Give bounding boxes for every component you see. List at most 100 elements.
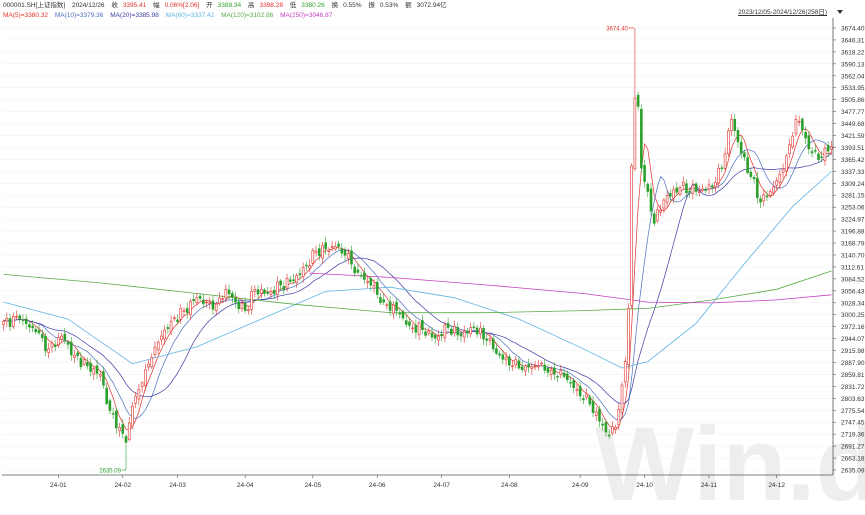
candle-body <box>433 334 437 339</box>
candle-body <box>553 367 556 375</box>
candle-body <box>717 168 720 184</box>
candle-body <box>230 293 234 298</box>
x-tick-label-6: 24-07 <box>433 482 450 489</box>
candle-body <box>437 335 440 341</box>
candle-body <box>640 108 643 169</box>
y-tick-label-32: 3533.95 <box>841 85 865 92</box>
candle-body <box>189 300 192 315</box>
y-tick-label-30: 3477.77 <box>841 109 865 116</box>
candle-body <box>694 183 698 192</box>
candle-body <box>5 317 9 322</box>
candle-body <box>98 374 102 377</box>
candle-body <box>739 141 743 154</box>
candle-body <box>195 297 199 303</box>
candle-body <box>575 388 579 391</box>
candle-body <box>733 118 737 131</box>
candle-body <box>24 318 28 324</box>
x-tick-label-7: 24-08 <box>501 482 518 489</box>
candle-body <box>453 325 456 334</box>
candle-body <box>762 194 766 202</box>
candles-group <box>2 28 833 470</box>
ma250-legend: MA(250)=3046.87 <box>280 12 333 19</box>
candle-body <box>823 147 827 161</box>
ma120-line <box>3 270 832 314</box>
y-tick-label-2: 2691.27 <box>841 444 865 451</box>
candle-body <box>263 289 266 294</box>
candle-body <box>511 365 514 367</box>
y-tick-label-11: 2944.07 <box>841 336 865 343</box>
y-tick-label-12: 2972.16 <box>841 324 865 331</box>
ma250-line <box>309 272 832 304</box>
candle-body <box>495 348 498 354</box>
ma10-line <box>3 139 832 421</box>
candle-body <box>569 382 572 384</box>
y-tick-label-22: 3253.06 <box>841 205 865 212</box>
candle-body <box>698 191 701 194</box>
candle-body <box>430 332 434 338</box>
candle-body <box>330 246 334 248</box>
candle-body <box>269 291 273 295</box>
low-annotation-label: 2635.09 <box>99 469 121 475</box>
candle-body <box>707 184 711 190</box>
dropdown-arrow-icon[interactable] <box>837 10 843 14</box>
candle-body <box>182 310 186 312</box>
candle-body <box>247 308 250 311</box>
candle-body <box>176 319 179 322</box>
candle-body <box>527 364 530 368</box>
candle-body <box>582 398 585 401</box>
candle-body <box>337 243 340 247</box>
candle-body <box>372 284 376 289</box>
candle-body <box>598 408 601 422</box>
candle-body <box>559 370 563 375</box>
candle-body <box>588 396 592 405</box>
candle-body <box>562 372 566 377</box>
candle-body <box>685 183 688 194</box>
candle-body <box>443 324 447 338</box>
candle-body <box>768 191 772 196</box>
candle-body <box>163 329 166 339</box>
candle-body <box>18 315 22 320</box>
candle-body <box>643 165 646 182</box>
candle-body <box>594 411 598 416</box>
candle-body <box>134 395 137 404</box>
candle-body <box>105 387 108 404</box>
open-label: 开 <box>206 2 213 9</box>
ma-legend: MA(5)=3380.32 MA(10)=3379.36 MA(20)=3385… <box>3 11 337 21</box>
candle-body <box>398 312 402 315</box>
candle-body <box>379 297 382 303</box>
candle-body <box>50 342 54 348</box>
candle-body <box>192 299 195 302</box>
candle-body <box>305 264 308 267</box>
candle-body <box>115 410 118 429</box>
candle-body <box>395 301 398 311</box>
candle-body <box>79 357 83 368</box>
candle-body <box>353 266 356 274</box>
watermark-text: Win.d <box>595 406 865 515</box>
candle-body <box>681 181 685 186</box>
x-tick-label-3: 24-04 <box>237 482 254 489</box>
candle-body <box>279 280 282 286</box>
date-range-selector[interactable]: 2023/12/05-2024/12/26(258日) <box>738 9 827 16</box>
candle-body <box>121 424 125 434</box>
x-tick-label-9: 24-10 <box>636 482 653 489</box>
candle-body <box>723 153 727 169</box>
y-tick-label-27: 3393.51 <box>841 145 865 152</box>
y-tick-label-26: 3365.42 <box>841 157 865 164</box>
y-tick-label-19: 3168.79 <box>841 241 865 248</box>
candle-body <box>179 308 183 320</box>
candle-body <box>501 354 505 360</box>
candle-body <box>108 400 112 411</box>
candle-body <box>585 393 588 398</box>
high-value: 3398.28 <box>259 2 283 9</box>
candle-body <box>185 308 189 313</box>
candle-body <box>417 322 421 335</box>
candle-body <box>797 121 801 123</box>
candle-body <box>536 365 540 368</box>
y-tick-label-15: 3056.43 <box>841 288 865 295</box>
candle-body <box>15 316 18 318</box>
candle-body <box>530 366 534 369</box>
amount-label: 额 <box>405 2 412 9</box>
candle-body <box>44 336 47 352</box>
candle-body <box>243 302 247 311</box>
candle-body <box>633 97 637 170</box>
